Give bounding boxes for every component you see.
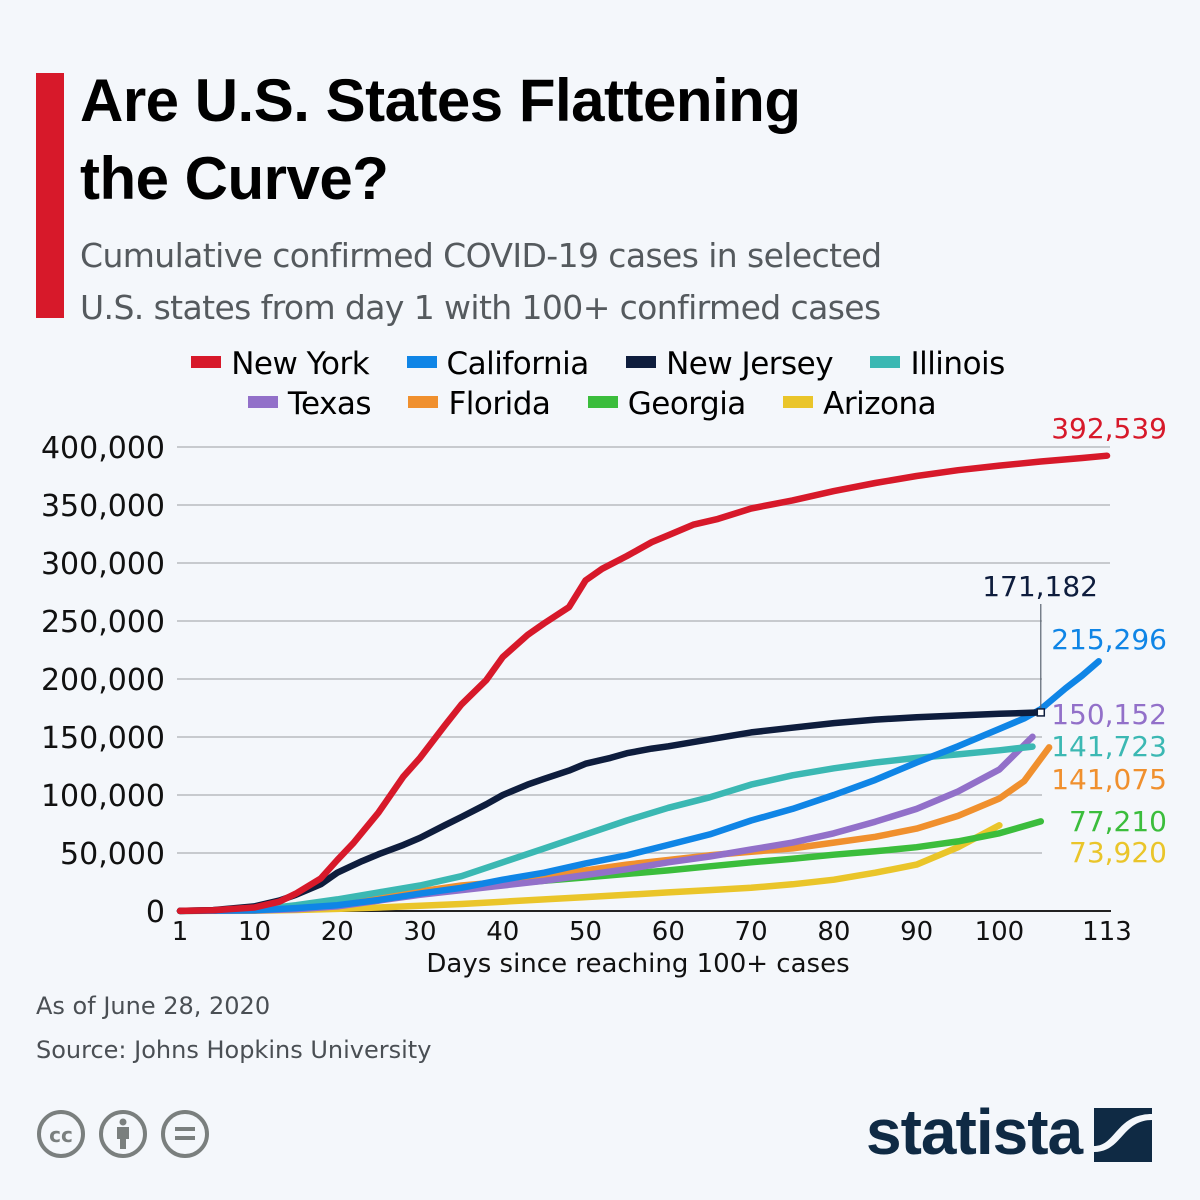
attribution-icon[interactable]: [98, 1106, 148, 1162]
legend-swatch: [191, 355, 222, 368]
x-tick-label: 113: [1082, 917, 1132, 947]
license-icons: cc: [36, 1106, 210, 1162]
title-line-1: Are U.S. States Flattening: [80, 67, 801, 134]
legend-swatch: [626, 355, 657, 368]
end-label-illinois: 141,723: [1051, 730, 1167, 763]
legend-label: Arizona: [823, 386, 937, 422]
series-line-new-jersey: [176, 709, 1045, 915]
end-label-new-york: 392,539: [1051, 412, 1167, 445]
series-line-california: [176, 658, 1102, 915]
source-note: Source: Johns Hopkins University: [36, 1036, 432, 1064]
end-label-new-jersey: 171,182: [982, 570, 1098, 603]
y-tick-label: 200,000: [41, 663, 165, 698]
no-derivatives-icon[interactable]: [160, 1106, 210, 1162]
legend-label: New York: [231, 346, 370, 382]
x-tick-label: 90: [900, 917, 933, 947]
legend-swatch: [247, 395, 278, 408]
legend-item-new-jersey: New Jersey: [626, 346, 834, 382]
legend-item-new-york: New York: [191, 346, 370, 382]
y-tick-label: 50,000: [60, 837, 165, 872]
legend-label: California: [446, 346, 590, 382]
gridlines: [177, 446, 1110, 854]
x-tick-label: 1: [172, 917, 189, 947]
svg-text:cc: cc: [49, 1123, 73, 1147]
x-tick-label: 40: [486, 917, 519, 947]
y-tick-label: 400,000: [41, 431, 165, 466]
end-label-arizona: 73,920: [1069, 836, 1167, 869]
x-tick-label: 70: [735, 917, 768, 947]
legend-item-florida: Florida: [408, 386, 551, 422]
subtitle-line-2: U.S. states from day 1 with 100+ confirm…: [80, 288, 881, 327]
x-tick-label: 50: [569, 917, 602, 947]
x-tick-label: 10: [238, 917, 271, 947]
legend-row-2: Texas Florida Georgia Arizona: [0, 386, 1192, 422]
logo-text: statista: [866, 1096, 1083, 1168]
subtitle: Cumulative confirmed COVID-19 cases in s…: [80, 230, 1080, 334]
accent-bar: [36, 73, 64, 318]
legend-label: Illinois: [910, 346, 1005, 382]
statista-logo[interactable]: statista: [866, 1096, 1154, 1168]
end-label-georgia: 77,210: [1069, 805, 1167, 838]
legend-swatch: [406, 355, 437, 368]
legend-item-texas: Texas: [247, 386, 372, 422]
x-tick-label: 80: [817, 917, 850, 947]
legend-item-california: California: [406, 346, 590, 382]
y-tick-label: 250,000: [41, 605, 165, 640]
x-tick-label: 20: [321, 917, 354, 947]
subtitle-line-1: Cumulative confirmed COVID-19 cases in s…: [80, 236, 882, 275]
series-line-illinois: [176, 743, 1036, 915]
x-tick-label: 60: [652, 917, 685, 947]
y-tick-label: 150,000: [41, 721, 165, 756]
legend-swatch: [587, 395, 618, 408]
x-axis-ticks: 1 10 20 30 40 50 60 70 80 90 100 113: [172, 917, 1132, 947]
legend-item-arizona: Arizona: [783, 386, 937, 422]
y-tick-label: 100,000: [41, 779, 165, 814]
series-lines: [176, 452, 1111, 915]
legend-label: New Jersey: [666, 346, 834, 382]
x-tick-label: 100: [975, 917, 1025, 947]
line-chart: 0 50,000 100,000 150,000 200,000 250,000 300,0…: [41, 412, 1167, 979]
end-label-california: 215,296: [1051, 623, 1167, 656]
label-marker: [1036, 708, 1046, 717]
y-tick-label: 300,000: [41, 547, 165, 582]
y-tick-label: 350,000: [41, 489, 165, 524]
end-label-florida: 141,075: [1051, 763, 1167, 796]
legend-swatch: [783, 395, 814, 408]
legend-swatch: [870, 355, 901, 368]
legend-label: Florida: [448, 386, 551, 422]
statista-logo-icon: [1094, 1108, 1153, 1162]
series-line-new-york: [176, 452, 1111, 915]
legend-swatch: [408, 395, 439, 408]
y-axis-ticks: 0 50,000 100,000 150,000 200,000 250,000 300,0…: [41, 431, 165, 930]
legend-row-1: New York California New Jersey Illinois: [0, 346, 1198, 382]
legend-item-georgia: Georgia: [587, 386, 747, 422]
end-label-texas: 150,152: [1051, 698, 1167, 731]
x-tick-label: 30: [403, 917, 436, 947]
creative-commons-icon[interactable]: cc: [36, 1106, 86, 1162]
title-line-2: the Curve?: [80, 145, 389, 212]
date-note: As of June 28, 2020: [36, 992, 271, 1020]
legend-label: Georgia: [627, 386, 747, 422]
x-axis-label: Days since reaching 100+ cases: [426, 949, 849, 979]
legend-label: Texas: [287, 386, 372, 422]
legend-item-illinois: Illinois: [870, 346, 1005, 382]
y-tick-label: 0: [146, 895, 165, 930]
page-title: Are U.S. States Flattening the Curve?: [80, 62, 1080, 218]
